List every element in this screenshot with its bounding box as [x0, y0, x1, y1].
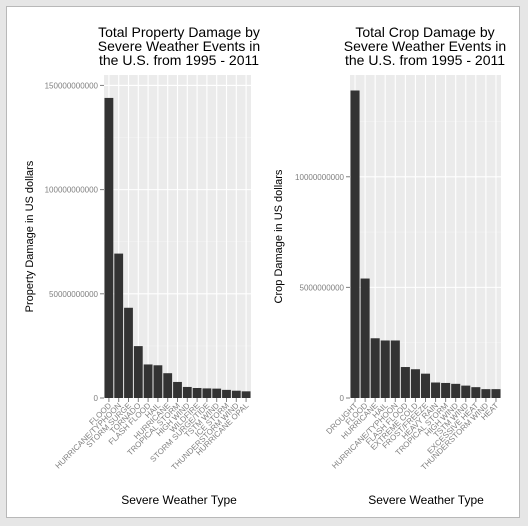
figure-frame: 0 50000000000 100000000000 150000000000 FLOO…: [6, 6, 520, 518]
bar-tropical-storm: [173, 381, 182, 398]
bar-ice-storm: [222, 389, 231, 398]
bar-storm-surge: [124, 307, 133, 398]
bar-hurricane: [370, 338, 380, 398]
chart-title-line: the U.S. from 1995 - 2011: [99, 52, 259, 68]
bar-flash-flood: [143, 364, 153, 398]
bar-wildfire: [192, 387, 202, 398]
y-tick-label: 50000000000: [49, 290, 98, 299]
bar-thunderstorm-wind: [231, 390, 241, 398]
chart-title-line: Severe Weather Events in: [344, 38, 506, 54]
bar-high-wind: [451, 383, 461, 398]
bar-flood: [104, 97, 114, 398]
bar-thunderstorm-wind: [481, 389, 491, 398]
chart-title-line: Total Crop Damage by: [355, 24, 494, 40]
y-tick-label: 100000000000: [45, 186, 99, 195]
bar-flash-flood: [400, 367, 410, 398]
x-axis-label: Severe Weather Type: [121, 493, 237, 507]
y-tick-label: 0: [340, 394, 345, 403]
bar-hail: [153, 365, 163, 398]
bar-hurricane-opal: [241, 391, 251, 398]
bar-tornado: [133, 346, 143, 398]
bar-frost-freeze: [420, 373, 431, 398]
bar-hurricane-typhoon: [390, 340, 400, 398]
bar-tstm-wind: [461, 385, 471, 398]
bar-high-wind: [182, 386, 192, 398]
chart-2: 0500000000010000000000DROUGHTFLOODHURRIC…: [273, 24, 506, 507]
figure-canvas: 050000000000100000000000150000000000FLOO…: [24, 24, 506, 507]
bar-storm-surge-tide: [202, 388, 212, 398]
y-tick-label: 5000000000: [300, 283, 345, 292]
bar-heat: [491, 389, 501, 398]
bar-drought: [350, 90, 360, 398]
bar-hurricane-typhoon: [114, 253, 124, 398]
chart-title-line: Total Property Damage by: [98, 24, 260, 40]
bar-extreme-cold: [410, 369, 420, 398]
y-tick-label: 10000000000: [295, 173, 344, 182]
y-axis-label: Crop Damage in US dollars: [273, 169, 285, 303]
chart-title-line: Severe Weather Events in: [98, 38, 260, 54]
chart-title-line: the U.S. from 1995 - 2011: [345, 52, 505, 68]
bar-hail: [380, 340, 390, 398]
bar-heavy-rain: [431, 382, 441, 398]
y-tick-label: 0: [94, 394, 99, 403]
chart-1: 050000000000100000000000150000000000FLOO…: [24, 24, 260, 507]
bar-flood: [360, 278, 370, 398]
bar-tstm-wind: [212, 388, 222, 398]
x-axis-label: Severe Weather Type: [368, 493, 484, 507]
bar-tropical-storm: [441, 382, 451, 398]
y-tick-label: 150000000000: [45, 81, 99, 90]
bar-excessive-heat: [471, 387, 481, 398]
y-axis-label: Property Damage in US dollars: [24, 160, 36, 312]
bar-hurricane: [163, 373, 173, 398]
chart-title: Total Crop Damage by Severe Weather Event…: [344, 24, 506, 68]
chart-title: Total Property Damage by Severe Weather E…: [98, 24, 260, 68]
